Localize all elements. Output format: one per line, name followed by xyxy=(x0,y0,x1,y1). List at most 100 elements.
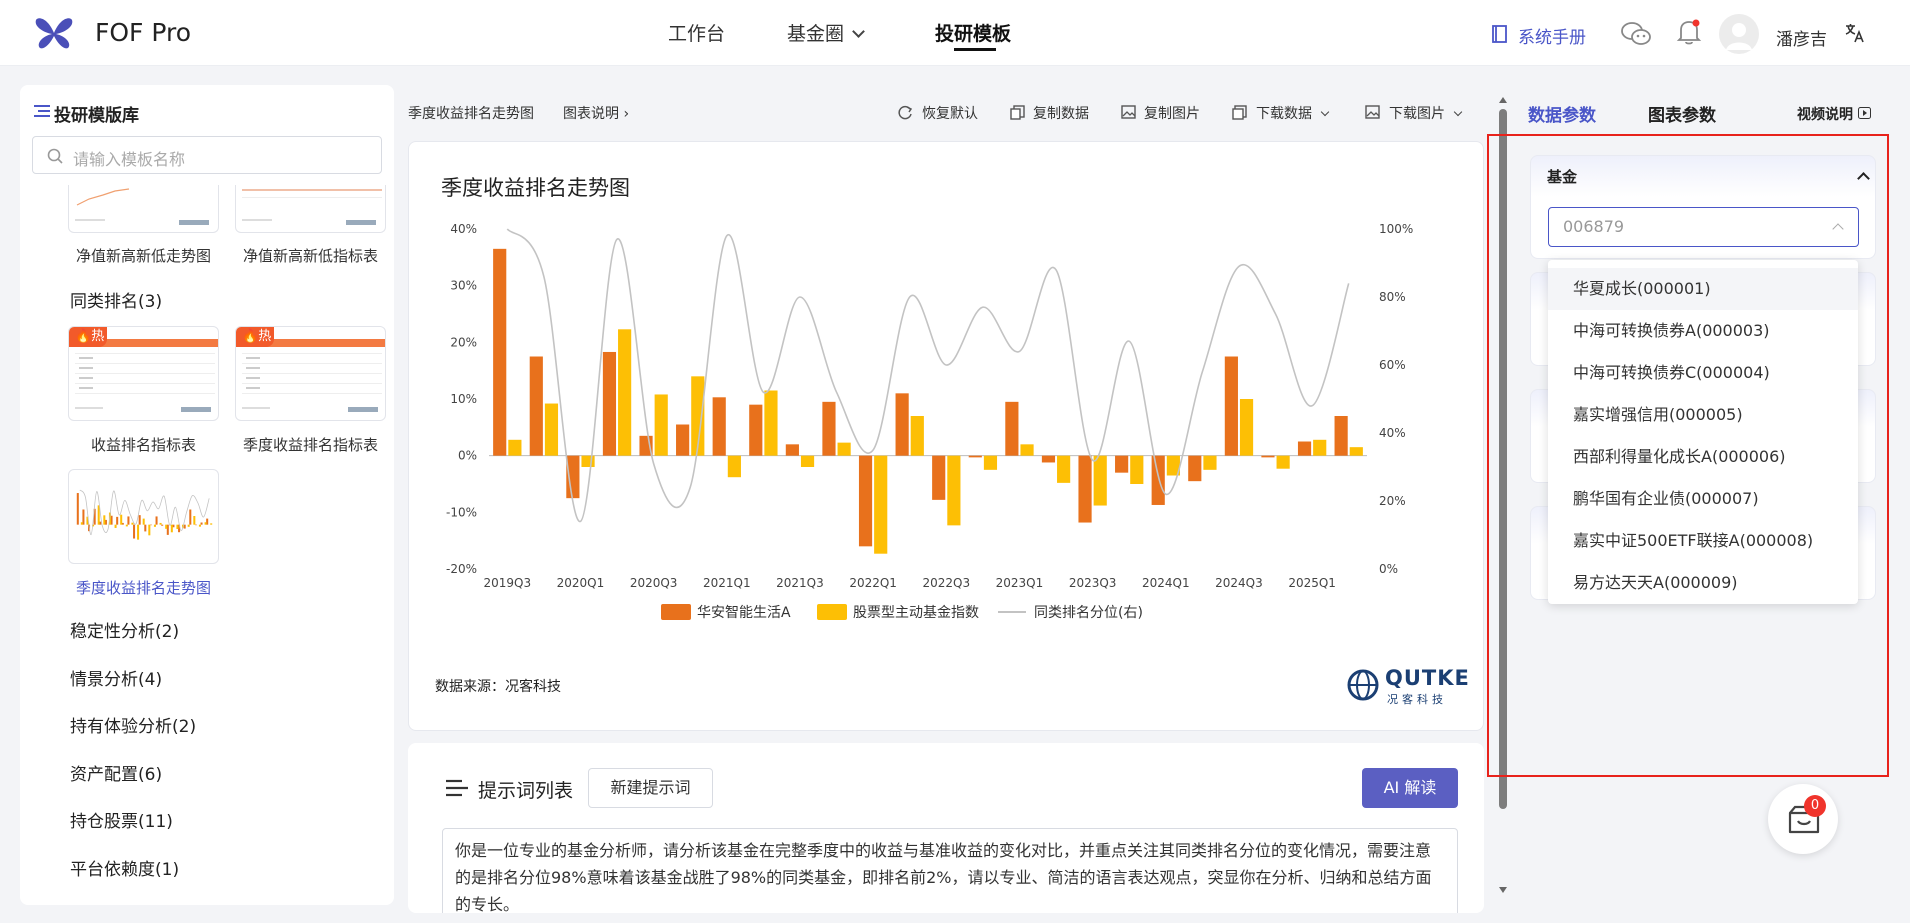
bar xyxy=(121,522,124,525)
bar xyxy=(183,524,186,529)
bar xyxy=(80,522,83,525)
bar xyxy=(712,397,726,456)
wechat-icon[interactable] xyxy=(1620,21,1652,47)
dropdown-option[interactable]: 中海可转换债券A(000003) xyxy=(1573,321,1770,340)
dropdown-option[interactable]: 中海可转换债券C(000004) xyxy=(1573,363,1770,382)
dropdown-option[interactable]: 易方达天天A(000009) xyxy=(1573,573,1738,592)
bar xyxy=(200,522,203,525)
copy-icon xyxy=(1010,105,1025,120)
scroll-down-icon[interactable] xyxy=(1498,885,1508,895)
notification-bell-icon[interactable] xyxy=(1676,18,1702,46)
bar xyxy=(837,442,851,456)
category-platform-dependency[interactable]: 平台依赖度(1) xyxy=(70,860,180,880)
x-tick-label: 2020Q3 xyxy=(630,576,678,590)
download-image-button[interactable]: 下载图片 xyxy=(1389,103,1463,123)
avatar[interactable] xyxy=(1719,14,1759,54)
category-asset-allocation[interactable]: 资产配置(6) xyxy=(70,765,163,785)
thumb-quarterly-ranking-chart[interactable] xyxy=(68,469,219,564)
y-right-tick-label: 80% xyxy=(1379,290,1406,304)
search-icon xyxy=(47,148,63,164)
fund-dropdown: 华夏成长(000001) 中海可转换债券A(000003) 中海可转换债券C(0… xyxy=(1548,260,1858,604)
x-tick-label: 2019Q3 xyxy=(483,576,531,590)
brand-name: FOF Pro xyxy=(95,18,192,47)
nav-workbench[interactable]: 工作台 xyxy=(668,23,726,45)
prompt-textarea[interactable]: 你是一位专业的基金分析师，请分析该基金在完整季度中的收益与基准收益的变化对比，并… xyxy=(442,828,1458,913)
y-right-tick-label: 0% xyxy=(1379,562,1398,576)
thumb-quarterly-ranking-table[interactable]: 🔥热 xyxy=(235,326,386,421)
bar xyxy=(204,522,207,525)
thumb-nav-high-low-table[interactable] xyxy=(235,185,386,233)
fund-select-value: 006879 xyxy=(1563,217,1625,236)
bar xyxy=(1151,455,1165,505)
copy-image-button[interactable]: 复制图片 xyxy=(1144,106,1200,122)
bar xyxy=(676,424,690,456)
thumb-table-preview-icon xyxy=(69,339,218,412)
category-peer-ranking[interactable]: 同类排名(3) xyxy=(70,292,163,312)
prompt-card: 提示词列表 新建提示词 AI 解读 你是一位专业的基金分析师，请分析该基金在完整… xyxy=(408,743,1484,913)
bar xyxy=(1188,455,1202,482)
nav-fund-circle[interactable]: 基金圈 xyxy=(787,19,865,46)
thumb-label[interactable]: 季度收益排名指标表 xyxy=(242,436,378,454)
category-scenario[interactable]: 情景分析(4) xyxy=(70,670,163,690)
new-prompt-button[interactable]: 新建提示词 xyxy=(588,768,713,808)
system-manual-link[interactable]: 系统手册 xyxy=(1518,28,1586,48)
category-stock-holdings[interactable]: 持仓股票(11) xyxy=(70,812,173,832)
chevron-down-icon xyxy=(1321,107,1330,117)
bar xyxy=(138,515,141,525)
download-data-button[interactable]: 下载数据 xyxy=(1256,103,1330,123)
dropdown-option[interactable]: 华夏成长(000001) xyxy=(1548,268,1858,310)
dropdown-option[interactable]: 嘉实中证500ETF联接A(000008) xyxy=(1573,531,1814,550)
category-stability[interactable]: 稳定性分析(2) xyxy=(70,622,180,642)
hot-badge: 🔥热 xyxy=(69,327,107,347)
restore-default-button[interactable]: 恢复默认 xyxy=(922,106,978,122)
fund-select[interactable]: 006879 xyxy=(1548,207,1859,247)
chart-title: 季度收益排名走势图 xyxy=(441,176,630,200)
bar xyxy=(1078,455,1092,523)
thumb-label-selected[interactable]: 季度收益排名走势图 xyxy=(75,579,211,597)
dropdown-option[interactable]: 鹏华国有企业债(000007) xyxy=(1573,489,1759,508)
bar xyxy=(749,404,763,456)
copy-data-button[interactable]: 复制数据 xyxy=(1033,106,1089,122)
bar xyxy=(206,518,209,525)
category-holding-experience[interactable]: 持有体验分析(2) xyxy=(70,717,197,737)
tab-chart-params[interactable]: 图表参数 xyxy=(1648,106,1716,126)
butterfly-logo-icon[interactable] xyxy=(34,16,74,50)
dropdown-option[interactable]: 西部利得量化成长A(000006) xyxy=(1573,447,1786,466)
menu-lines-icon xyxy=(446,779,468,797)
video-guide-link[interactable]: 视频说明 xyxy=(1797,104,1871,124)
scrollbar-thumb[interactable] xyxy=(1499,109,1507,809)
bar xyxy=(566,455,580,499)
template-search-input[interactable]: 请输入模板名称 xyxy=(32,136,382,174)
ai-interpret-button[interactable]: AI 解读 xyxy=(1362,768,1458,808)
scroll-up-icon[interactable] xyxy=(1498,95,1508,105)
thumb-nav-high-low-chart[interactable] xyxy=(68,185,219,233)
bar xyxy=(691,376,705,456)
thumb-label[interactable]: 净值新高新低走势图 xyxy=(75,247,211,265)
bar xyxy=(602,351,617,456)
chart-description-link[interactable]: 图表说明 › xyxy=(563,103,629,123)
legend-swatch xyxy=(817,604,847,620)
tab-data-params[interactable]: 数据参数 xyxy=(1528,106,1596,126)
bar xyxy=(210,523,213,525)
dropdown-option[interactable]: 嘉实增强信用(000005) xyxy=(1573,405,1743,424)
bar xyxy=(178,524,181,533)
hot-label: 热 xyxy=(91,329,105,344)
scrollbar[interactable] xyxy=(1498,95,1508,895)
prompt-list-title: 提示词列表 xyxy=(478,780,574,802)
bar xyxy=(544,403,559,456)
thumb-return-ranking-table[interactable]: 🔥热 xyxy=(68,326,219,421)
bar xyxy=(144,524,147,532)
bar xyxy=(189,509,192,525)
thumb-label[interactable]: 收益排名指标表 xyxy=(90,436,196,454)
video-guide-label: 视频说明 xyxy=(1797,107,1853,123)
bar xyxy=(1057,455,1071,483)
bar xyxy=(166,524,169,535)
bar xyxy=(131,522,134,525)
bar xyxy=(1115,455,1129,473)
cart-button[interactable] xyxy=(1768,784,1838,854)
translate-icon[interactable] xyxy=(1844,22,1866,44)
x-tick-label: 2021Q3 xyxy=(776,576,824,590)
thumb-label[interactable]: 净值新高新低指标表 xyxy=(242,247,378,265)
nav-research-template[interactable]: 投研模板 xyxy=(935,23,1012,45)
bar xyxy=(618,329,632,456)
